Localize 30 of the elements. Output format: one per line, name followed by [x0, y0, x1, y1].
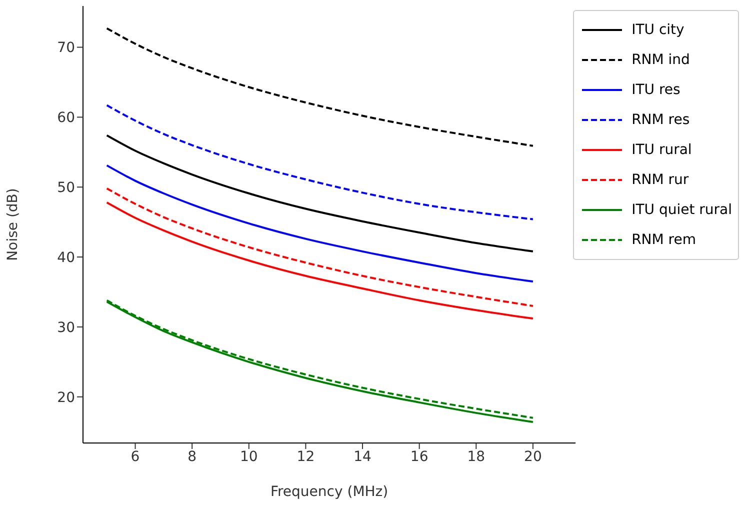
- x-tick-label: 14: [354, 448, 372, 465]
- line-series: [106, 134, 534, 252]
- y-tick-label: 70: [57, 40, 75, 56]
- legend-label: ITU res: [632, 82, 680, 98]
- legend-label: RNM res: [632, 112, 690, 128]
- legend-label: ITU quiet rural: [632, 202, 732, 218]
- legend-label: ITU city: [632, 22, 684, 38]
- x-tick-label: 10: [240, 448, 258, 465]
- legend-label: ITU rural: [632, 142, 692, 158]
- x-tick-label: 20: [524, 448, 542, 465]
- legend-label: RNM rem: [632, 232, 696, 248]
- x-tick-label: 16: [410, 448, 428, 465]
- x-tick-label: 18: [467, 448, 486, 465]
- x-axis-title: Frequency (MHz): [270, 484, 388, 500]
- line-series: [106, 164, 534, 282]
- y-tick-label: 60: [57, 110, 75, 126]
- y-tick-label: 40: [57, 250, 75, 266]
- y-axis-title: Noise (dB): [4, 188, 21, 261]
- line-series: [106, 201, 534, 320]
- x-tick-label: 8: [188, 448, 197, 465]
- legend-label: RNM rur: [632, 172, 689, 188]
- line-series: [106, 187, 534, 307]
- y-tick-label: 20: [57, 390, 75, 406]
- y-tick-label: 30: [57, 320, 75, 336]
- line-series: [106, 27, 534, 147]
- line-series: [106, 104, 534, 220]
- legend-label: RNM ind: [632, 52, 690, 68]
- x-tick-label: 6: [130, 448, 140, 465]
- y-tick-label: 50: [57, 180, 75, 196]
- x-tick-label: 12: [296, 448, 315, 465]
